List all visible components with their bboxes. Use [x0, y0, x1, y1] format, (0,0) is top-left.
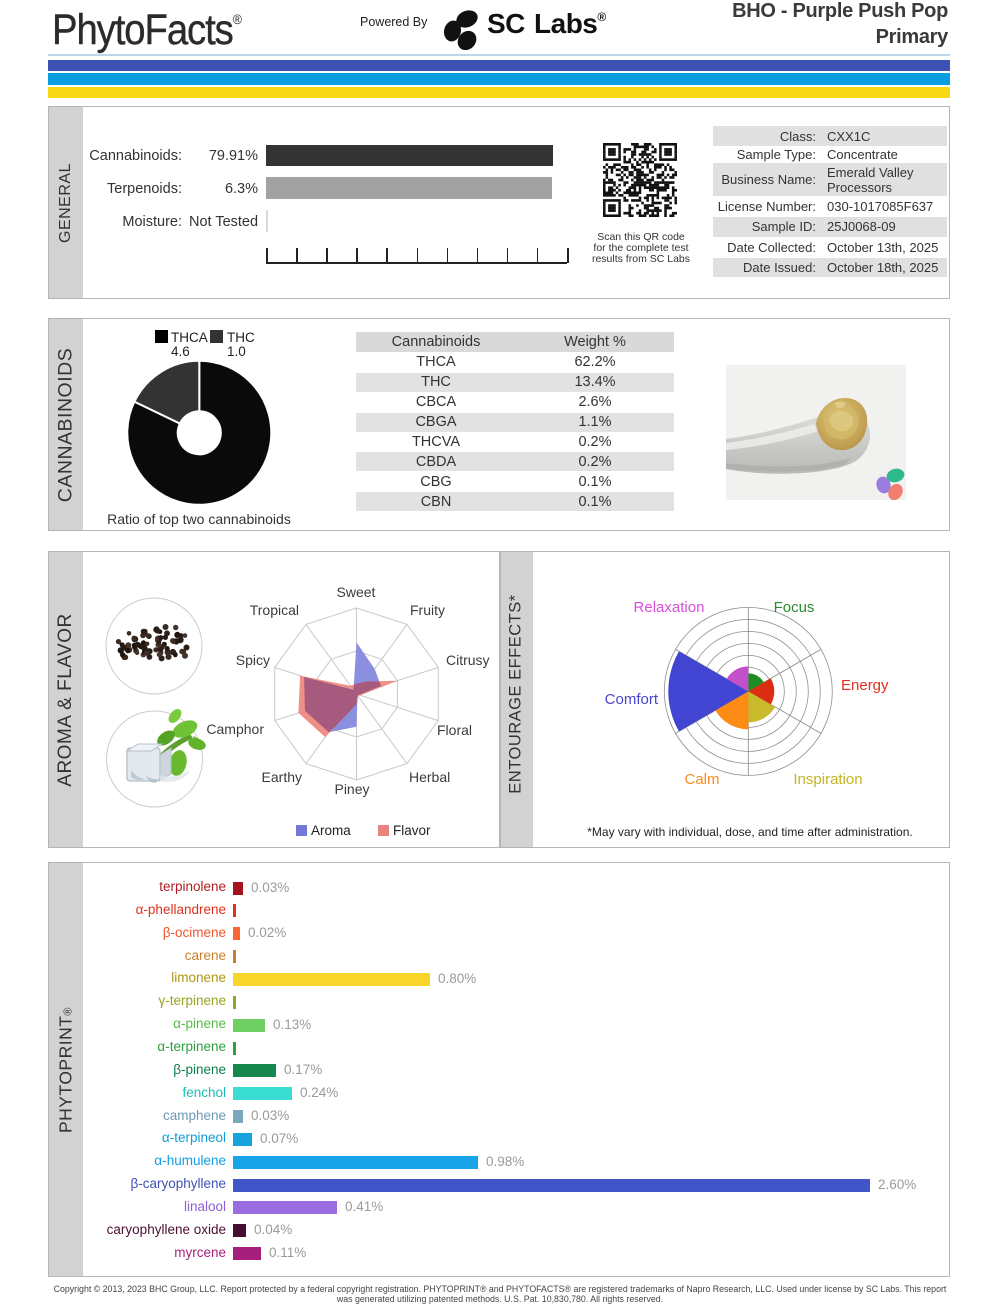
svg-text:Camphor: Camphor — [206, 721, 264, 737]
svg-text:Earthy: Earthy — [262, 769, 302, 785]
svg-text:Floral: Floral — [437, 722, 472, 738]
svg-text:Energy: Energy — [841, 677, 889, 694]
svg-text:Inspiration: Inspiration — [793, 771, 862, 788]
svg-text:Citrusy: Citrusy — [446, 652, 490, 668]
svg-text:Comfort: Comfort — [605, 691, 659, 708]
svg-text:Piney: Piney — [334, 781, 369, 797]
svg-text:Focus: Focus — [774, 599, 815, 616]
svg-text:Herbal: Herbal — [409, 769, 450, 785]
svg-text:Tropical: Tropical — [250, 602, 299, 618]
svg-text:Calm: Calm — [684, 771, 719, 788]
svg-text:Sweet: Sweet — [337, 584, 376, 600]
svg-text:Relaxation: Relaxation — [634, 599, 705, 616]
svg-text:Spicy: Spicy — [236, 652, 270, 668]
svg-text:Fruity: Fruity — [410, 602, 445, 618]
